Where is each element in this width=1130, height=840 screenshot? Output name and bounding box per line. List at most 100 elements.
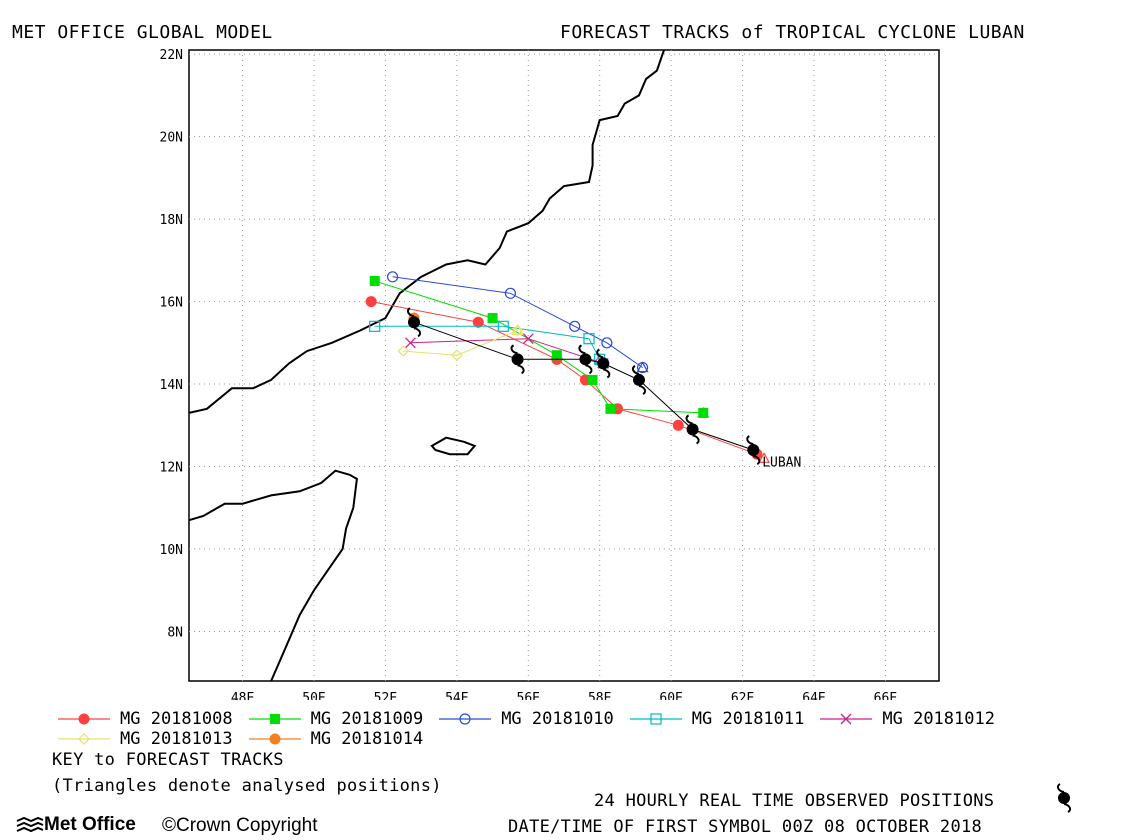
observed-position-icon xyxy=(596,348,611,379)
forecast-track-line xyxy=(374,325,601,360)
lon-tick-label: 60E xyxy=(659,691,682,700)
observed-note: 24 HOURLY REAL TIME OBSERVED POSITIONS xyxy=(594,791,995,811)
legend-row-1: MG 20181008 MG 20181009 MG 20181010 MG 2… xyxy=(56,709,1009,729)
logo-text: Met Office xyxy=(44,814,136,835)
forecast-track-line xyxy=(392,276,643,369)
cyclone-core xyxy=(747,444,760,457)
legend-item: MG 20181014 xyxy=(247,729,424,749)
observed-position-icon xyxy=(406,307,422,338)
forecast-point xyxy=(672,419,684,431)
legend-swatch xyxy=(58,733,110,745)
lon-tick-label: 64E xyxy=(802,691,825,700)
forecast-point xyxy=(583,333,595,345)
legend-label: MG 20181014 xyxy=(310,729,424,749)
forecast-tracks-layer xyxy=(365,271,771,463)
cyclone-arm xyxy=(510,344,518,355)
lat-tick-label: 22N xyxy=(160,48,183,63)
forecast-point xyxy=(451,349,463,362)
observed-position-icon xyxy=(578,344,593,375)
cyclone-arm xyxy=(596,348,604,359)
forecast-point xyxy=(605,403,616,414)
cyclone-core xyxy=(511,353,524,366)
observed-position-icon xyxy=(510,344,525,375)
forecast-point xyxy=(551,350,562,361)
lon-tick-label: 56E xyxy=(517,691,540,700)
forecast-point xyxy=(365,296,377,308)
forecast-track xyxy=(397,324,524,362)
forecast-point xyxy=(504,287,517,299)
met-office-waves-icon xyxy=(16,817,44,833)
cyclone-arm xyxy=(413,327,422,338)
forecast-point xyxy=(698,407,709,418)
cyclone-track-map: 48E 50E 52E 54E 56E 58E 60E 62E 64E 66E 8N 10N 12N 14… xyxy=(160,48,940,700)
legend-item: MG 20181008 xyxy=(56,709,233,729)
forecast-point xyxy=(511,324,524,337)
legend-marker xyxy=(78,713,90,725)
cyclone-core xyxy=(686,423,699,436)
forecast-point xyxy=(397,345,410,357)
legend-swatch xyxy=(629,713,682,725)
x-marker-stroke xyxy=(522,333,534,345)
x-marker-stroke xyxy=(840,713,852,725)
legend-swatch xyxy=(439,713,492,725)
legend-swatch xyxy=(248,733,301,745)
observed-position-icon xyxy=(631,365,647,395)
lat-tick-label: 14N xyxy=(160,378,183,393)
legend-row-2: MG 20181013 MG 20181014 xyxy=(56,729,437,749)
observed-position-icon xyxy=(685,414,700,445)
coastline-layer xyxy=(188,49,665,682)
legend-label: MG 20181010 xyxy=(501,709,614,729)
header-left-title: MET OFFICE GLOBAL MODEL xyxy=(12,22,273,43)
forecast-track-line xyxy=(403,329,518,356)
cyclone-arm xyxy=(631,365,640,375)
map-frame xyxy=(188,49,940,682)
forecast-point xyxy=(472,316,484,328)
forecast-point xyxy=(404,337,416,349)
copyright-text: ©Crown Copyright xyxy=(162,815,318,836)
datetime-note: DATE/TIME OF FIRST SYMBOL 00Z 08 OCTOBER… xyxy=(508,817,983,837)
key-title: KEY to FORECAST TRACKS xyxy=(52,750,284,770)
lon-tick-label: 66E xyxy=(874,691,897,700)
cyclone-core xyxy=(408,316,420,329)
legend-label: MG 20181008 xyxy=(120,709,233,729)
forecast-track xyxy=(365,296,771,463)
forecast-track-line xyxy=(374,280,704,414)
forecast-point xyxy=(487,313,498,324)
legend-marker xyxy=(269,714,280,724)
lon-tick-label: 58E xyxy=(588,691,611,700)
analysed-position-triangle xyxy=(757,452,771,463)
cyclone-arm xyxy=(753,455,761,465)
cyclone-core xyxy=(579,353,592,366)
legend-label: MG 20181011 xyxy=(691,709,805,729)
lat-tick-label: 12N xyxy=(160,461,183,476)
header-right-title: FORECAST TRACKS of TROPICAL CYCLONE LUBA… xyxy=(560,22,1025,43)
lat-tick-label: 8N xyxy=(167,626,183,641)
legend-item: MG 20181009 xyxy=(247,709,423,729)
cyclone-arm xyxy=(585,364,593,375)
legend-item: MG 20181011 xyxy=(628,709,805,729)
lat-tick-label: 10N xyxy=(160,543,183,558)
axis-labels-layer: 48E 50E 52E 54E 56E 58E 60E 62E 64E 66E 8N 10N 12N 14… xyxy=(160,48,898,700)
island-outline xyxy=(430,436,477,456)
grid-layer xyxy=(189,50,939,681)
legend-item: MG 20181013 xyxy=(56,729,233,749)
coastline xyxy=(188,49,665,414)
legend-marker xyxy=(78,733,90,745)
lon-tick-label: 48E xyxy=(231,691,254,700)
legend-label: MG 20181013 xyxy=(120,729,233,749)
lon-tick-label: 52E xyxy=(374,691,397,700)
forecast-track xyxy=(404,333,610,369)
legend-label: MG 20181012 xyxy=(882,709,995,729)
lat-tick-label: 16N xyxy=(160,296,183,311)
cyclone-arm xyxy=(517,364,525,375)
cyclone-arm xyxy=(692,434,700,445)
triangles-note: (Triangles denote analysed positions) xyxy=(52,776,442,796)
forecast-track xyxy=(369,275,710,418)
lat-tick-label: 18N xyxy=(160,213,183,228)
observed-position-icon xyxy=(746,435,761,465)
forecast-point xyxy=(601,337,613,349)
forecast-point xyxy=(569,320,581,332)
legend-marker xyxy=(650,713,662,725)
legend-swatch xyxy=(820,713,873,725)
cyclone-symbol-icon xyxy=(1056,783,1072,813)
